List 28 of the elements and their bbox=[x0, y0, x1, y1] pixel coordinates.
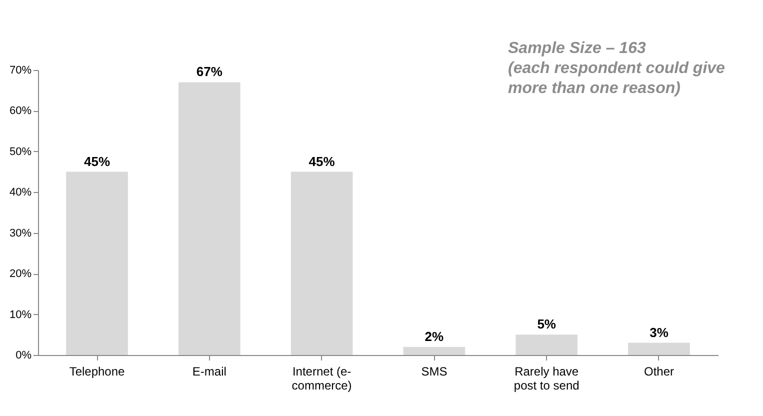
y-tick-label: 40% bbox=[9, 186, 32, 199]
x-tick-label: Internet (e-commerce) bbox=[292, 364, 352, 392]
annotation: (each respondent could give more than one reason) bbox=[508, 60, 726, 97]
data-label: 45% bbox=[308, 154, 336, 169]
bar bbox=[290, 172, 353, 355]
x-tick-label: Rarely have post to send bbox=[514, 364, 580, 392]
x-tick-label: SMS bbox=[421, 364, 448, 378]
y-tick-label: 20% bbox=[9, 268, 32, 280]
bar bbox=[403, 346, 466, 355]
x-tick-label: E-mail bbox=[192, 364, 226, 378]
data-label: 45% bbox=[84, 154, 110, 169]
bar bbox=[178, 82, 240, 355]
text: Sample Size – 163 bbox=[508, 40, 646, 57]
y-tick-label: 50% bbox=[9, 146, 32, 158]
bar bbox=[628, 342, 690, 355]
data-label: 2% bbox=[424, 328, 444, 344]
y-tick-label: 30% bbox=[9, 227, 32, 240]
y-tick-label: 60% bbox=[9, 105, 32, 118]
y-tick-label: 70% bbox=[9, 64, 32, 76]
bar bbox=[516, 334, 578, 355]
x-tick-label: Other bbox=[644, 364, 674, 378]
x-tick-label: Telephone bbox=[69, 364, 126, 378]
data-label: 3% bbox=[650, 324, 669, 340]
y-tick-label: 10% bbox=[9, 308, 32, 321]
y-tick-label: 0% bbox=[16, 350, 32, 362]
data-label: 67% bbox=[196, 64, 223, 80]
bar bbox=[66, 172, 128, 355]
data-label: 5% bbox=[537, 316, 556, 332]
